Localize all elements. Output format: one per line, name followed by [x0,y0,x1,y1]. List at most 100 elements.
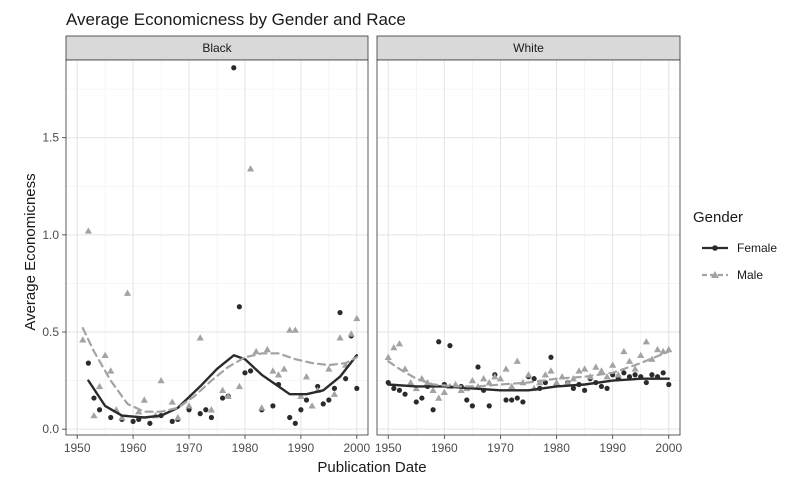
data-point-male [485,378,493,386]
data-point-female [464,397,470,403]
data-point-male [286,326,294,333]
data-point-male [412,384,420,392]
data-point-male [118,413,126,421]
legend-label: Female [737,241,777,255]
data-point-male [325,365,333,372]
data-point-male [625,357,634,364]
data-point-male [581,365,589,372]
data-point-female [649,372,655,378]
data-point-male [457,386,465,394]
data-point-male [274,371,283,378]
data-point-male [435,394,443,401]
data-point-male [502,365,510,372]
data-point-male [79,336,87,343]
data-point-male [440,388,448,395]
series-points-male [79,165,361,421]
data-point-male [480,375,488,382]
data-point-male [429,386,437,394]
data-point-female [197,411,203,417]
data-point-female [292,420,298,426]
data-point-male [90,411,98,419]
data-point-male [513,357,521,364]
data-point-female [247,368,254,374]
legend-label: Male [737,268,763,282]
data-point-male [609,361,617,368]
data-point-male [185,402,193,409]
panel-strip [65,35,369,61]
data-point-male [101,351,109,359]
panel-black: Black 1950 1960 1970 1980 1990 2000 0.0 0.5 1.0 1.… [42,35,370,455]
data-point-male [642,338,650,345]
data-point-female [354,385,360,391]
data-point-female [509,397,515,403]
x-tick-label: 1960 [120,441,147,455]
data-point-male [157,376,165,384]
data-point-female [436,339,442,345]
data-point-female [503,397,509,403]
data-point-male [297,392,305,399]
data-point-male [665,345,673,353]
data-point-male [207,406,216,413]
x-tick-label: 1990 [288,441,315,455]
data-point-female [130,418,136,424]
data-point-male [140,396,148,403]
data-point-male [269,367,277,374]
data-point-female [548,354,554,360]
legend-item-male: Male [702,268,763,282]
legend-key-marker [712,245,718,251]
grid-lines [377,60,680,435]
x-tick-label: 1980 [232,441,259,455]
data-point-female [331,385,338,391]
data-point-female [320,401,326,407]
data-point-female [660,370,666,376]
x-tick-label: 2000 [655,441,682,455]
panel-border [376,59,681,436]
data-point-male [302,373,311,380]
legend-items: Female Male [702,241,777,282]
data-point-female [391,385,397,391]
x-tick-label: 1990 [599,441,626,455]
data-point-female [298,407,304,413]
data-point-male [263,345,271,353]
y-tick-label: 0.0 [42,422,59,436]
data-point-female [621,370,627,376]
data-point-male [552,378,561,386]
x-tick-label: 2000 [343,441,370,455]
data-point-female [85,360,91,366]
legend-key-marker [711,271,719,278]
data-point-female [531,376,537,382]
data-point-female [91,395,97,401]
panel-white: White 1950 1960 1970 1980 1990 2000 [375,35,682,455]
data-point-female [231,65,237,71]
data-point-female [169,418,175,424]
smooth-line-male [387,350,670,388]
x-axis-label: Publication Date [317,459,426,476]
data-point-male [620,347,628,355]
x-tick-label: 1950 [64,441,91,455]
data-point-male [508,382,516,390]
data-point-male [631,365,639,372]
data-point-male [174,413,182,421]
data-point-male [252,347,260,355]
data-point-female [626,374,633,380]
x-tick-label: 1950 [375,441,402,455]
data-point-male [196,334,204,341]
data-point-female [402,391,408,397]
data-point-male [541,371,549,378]
data-point-male [407,378,415,386]
data-point-female [666,381,672,388]
data-point-female [236,304,242,310]
data-point-female [343,376,349,382]
data-point-male [491,373,499,380]
panel-strip-label: Black [202,41,232,55]
data-point-female [315,383,321,390]
data-point-male [547,367,555,374]
data-point-female [643,379,649,386]
data-point-male [524,371,533,378]
data-point-female [396,387,403,393]
data-point-female [303,397,310,403]
data-point-male [384,353,392,360]
y-tick-label: 1.5 [42,131,59,145]
data-point-female [413,399,419,405]
